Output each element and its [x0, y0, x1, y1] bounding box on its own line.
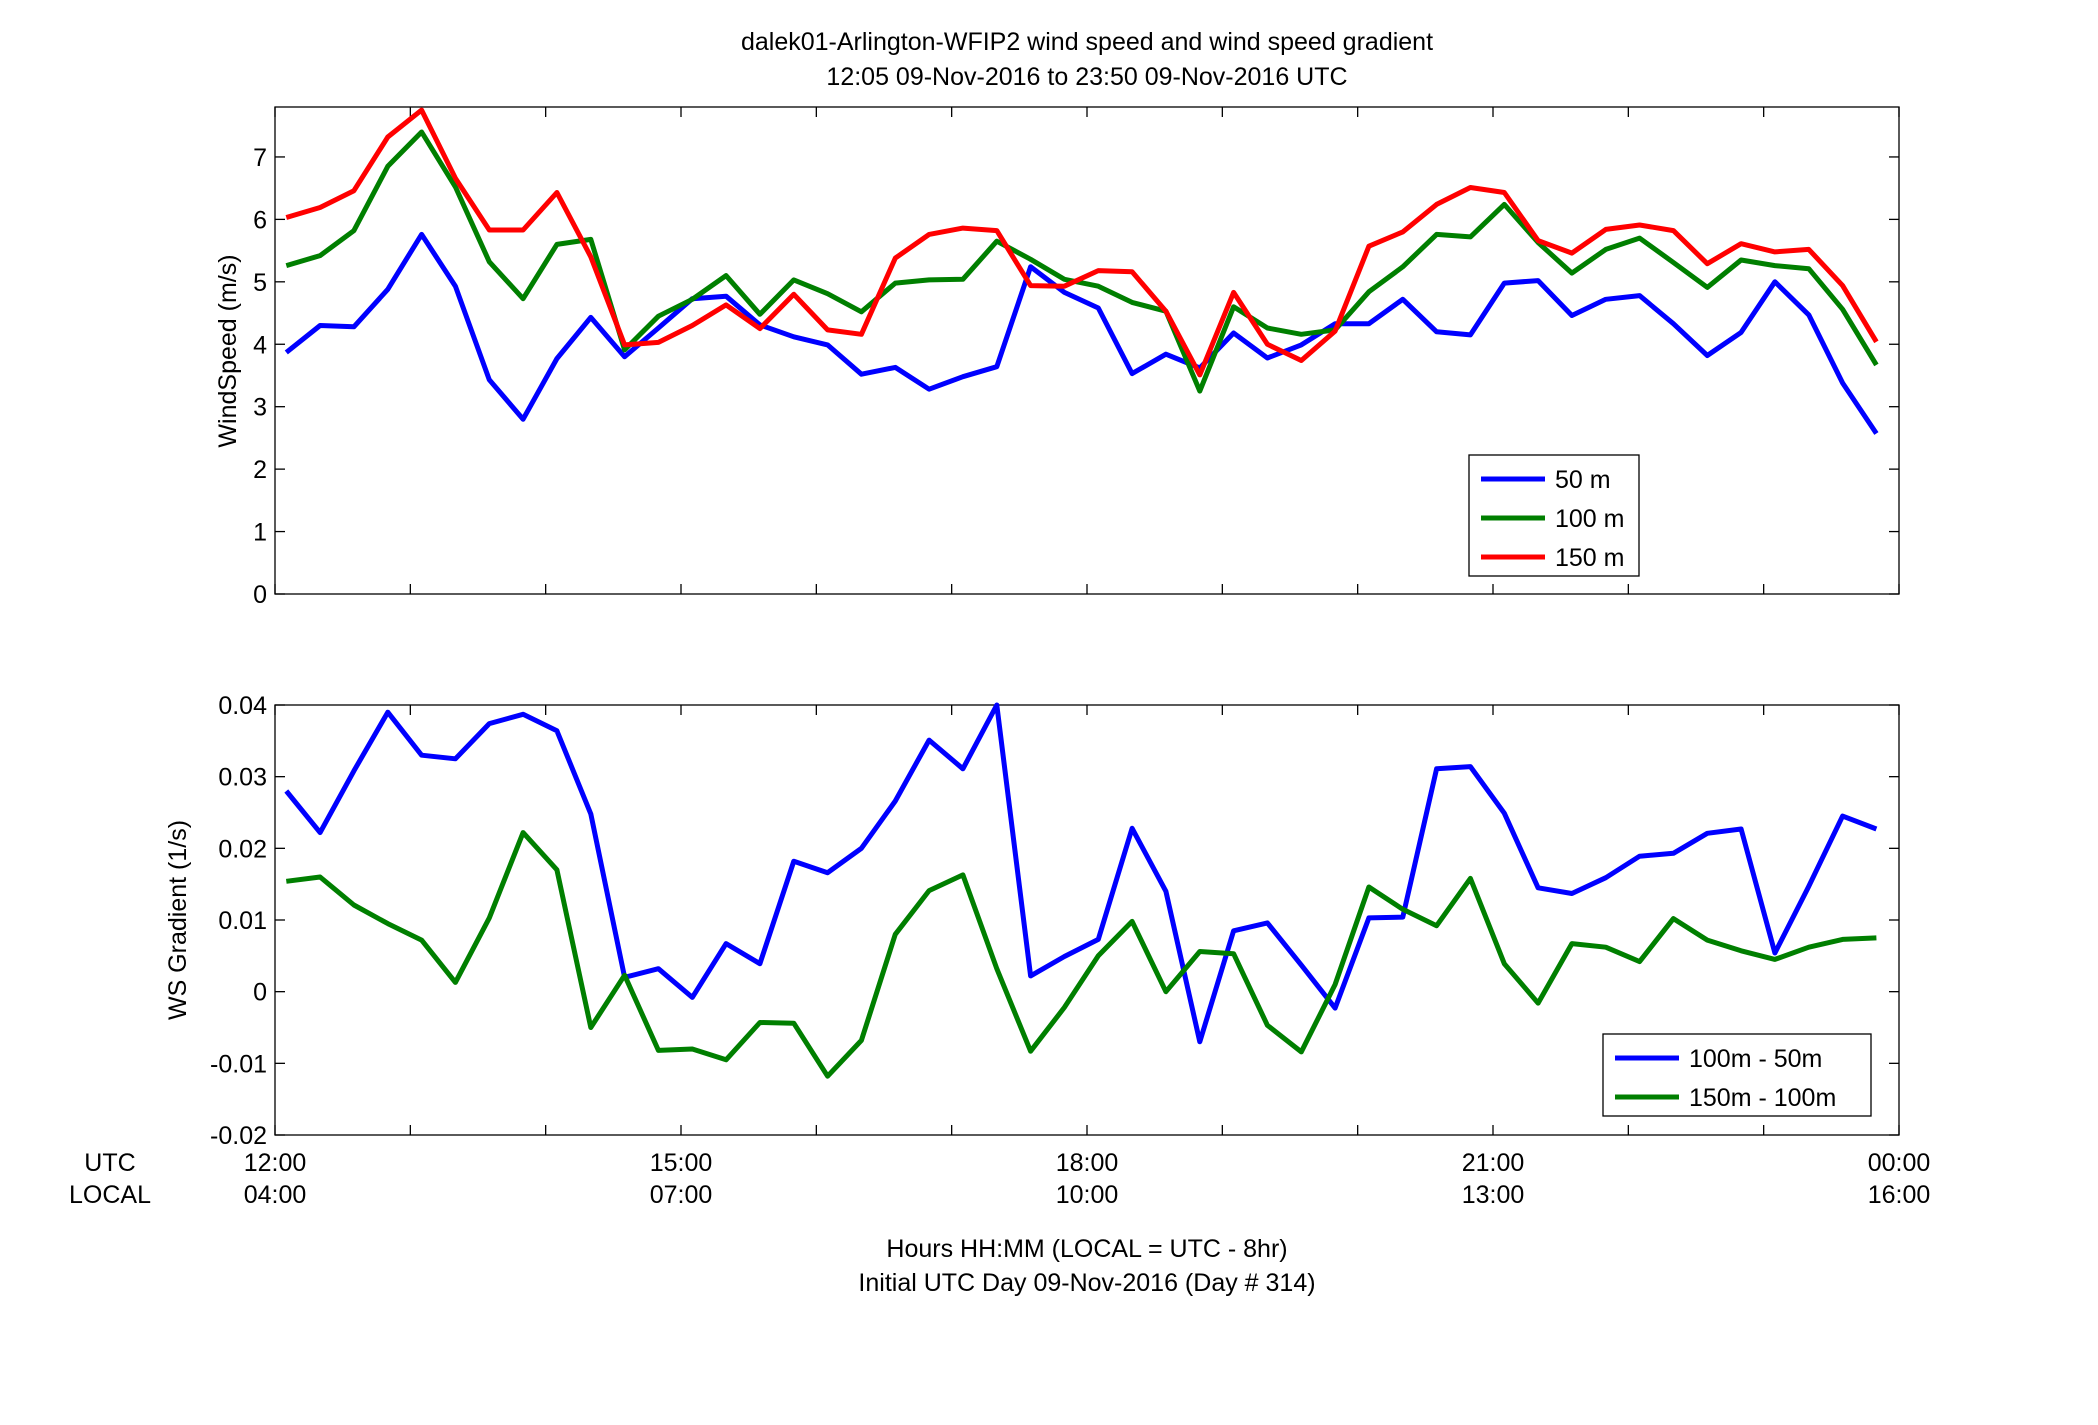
windspeed-axes-frame	[274, 106, 1900, 595]
gradient-legend-label-2: 150m - 100m	[1689, 1084, 1836, 1112]
local-tick-label: 10:00	[1056, 1181, 1119, 1209]
windspeed-ticks: 0 1 2 3 4 5 6 7	[253, 107, 1900, 609]
windspeed-ytick-label: 5	[253, 269, 267, 297]
local-tick-label: 04:00	[244, 1181, 307, 1209]
gradient-ytick-label: 0.03	[218, 764, 267, 792]
gradient-series-line-2	[285, 830, 1877, 1079]
gradient-ytick-label: 0	[253, 979, 267, 1007]
utc-tick-label: 00:00	[1868, 1149, 1931, 1177]
windspeed-series-line-2	[285, 129, 1879, 394]
gradient-ylabel: WS Gradient (1/s)	[164, 820, 192, 1020]
local-tick-label: 07:00	[650, 1181, 713, 1209]
windspeed-series-line-3	[285, 107, 1879, 378]
local-row-label: LOCAL	[69, 1181, 151, 1209]
figure-title-line1: dalek01-Arlington-WFIP2 wind speed and w…	[741, 28, 1433, 56]
windspeed-ytick-label: 6	[253, 206, 267, 234]
gradient-legend: 100m - 50m 150m - 100m	[1602, 1033, 1872, 1117]
xlabel-line1: Hours HH:MM (LOCAL = UTC - 8hr)	[886, 1235, 1287, 1263]
gradient-ytick-label: -0.02	[210, 1122, 267, 1150]
windspeed-ytick-label: 2	[253, 456, 267, 484]
gradient-legend-label-1: 100m - 50m	[1689, 1045, 1822, 1073]
utc-tick-label: 15:00	[650, 1149, 713, 1177]
gradient-legend-box	[1602, 1033, 1872, 1117]
utc-tick-label: 12:00	[244, 1149, 307, 1177]
local-tick-label: 13:00	[1462, 1181, 1525, 1209]
gradient-ytick-label: -0.01	[210, 1050, 267, 1078]
windspeed-legend-label-1: 50 m	[1555, 466, 1611, 494]
gradient-ytick-label: 0.04	[218, 692, 267, 720]
utc-tick-label: 18:00	[1056, 1149, 1119, 1177]
gradient-ytick-label: 0.01	[218, 907, 267, 935]
gradient-series	[284, 702, 1878, 1079]
gradient-ticks: -0.02 -0.01 0 0.01 0.02 0.03 0.04	[210, 692, 1900, 1150]
local-tick-label: 16:00	[1868, 1181, 1931, 1209]
gradient-ytick-label: 0.02	[218, 835, 267, 863]
windspeed-legend-label-2: 100 m	[1555, 505, 1624, 533]
windspeed-legend: 50 m 100 m 150 m	[1468, 454, 1640, 577]
windspeed-ylabel: WindSpeed (m/s)	[214, 254, 242, 447]
windspeed-series-line-1	[284, 231, 1879, 435]
windspeed-ytick-label: 0	[253, 581, 267, 609]
windspeed-ytick-label: 3	[253, 394, 267, 422]
utc-tick-label: 21:00	[1462, 1149, 1525, 1177]
windspeed-legend-label-3: 150 m	[1555, 544, 1624, 572]
utc-row-label: UTC	[84, 1149, 135, 1177]
windspeed-ytick-label: 4	[253, 331, 267, 359]
windspeed-ytick-label: 1	[253, 519, 267, 547]
windspeed-ytick-label: 7	[253, 144, 267, 172]
figure-title-line2: 12:05 09-Nov-2016 to 23:50 09-Nov-2016 U…	[826, 63, 1347, 91]
gradient-series-line-1	[284, 702, 1878, 1045]
time-tick-labels: 12:00 04:00 15:00 07:00 18:00 10:00 21:00 13:00…	[244, 1149, 1931, 1209]
xlabel-line2: Initial UTC Day 09-Nov-2016 (Day # 314)	[858, 1269, 1315, 1297]
windspeed-series	[284, 107, 1879, 435]
